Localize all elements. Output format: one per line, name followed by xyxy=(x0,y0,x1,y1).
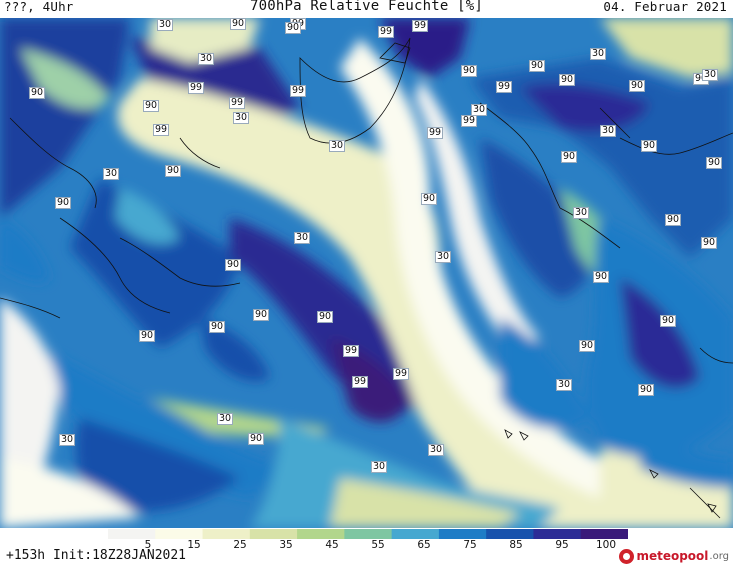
brand-name: meteopool xyxy=(636,549,709,563)
contour-label: 90 xyxy=(561,151,578,163)
colorbar-ticks: 5 15 25 35 45 55 65 75 85 95 100 xyxy=(0,539,733,553)
contour-label: 99 xyxy=(290,85,307,97)
contour-label: 30 xyxy=(556,379,573,391)
brand-suffix: .org xyxy=(709,550,729,562)
colorbar-tick-label: 85 xyxy=(509,539,523,551)
contour-label: 90 xyxy=(706,157,723,169)
contour-label: 90 xyxy=(629,80,646,92)
colorbar-cell xyxy=(391,529,440,539)
contour-label: 30 xyxy=(435,251,452,263)
colorbar-cell xyxy=(297,529,345,539)
colorbar-cell xyxy=(249,529,298,539)
map-title: 700hPa Relative Feuchte [%] xyxy=(250,0,483,14)
contour-label: 30 xyxy=(198,53,215,65)
meteopool-logo-icon xyxy=(619,548,635,564)
colorbar xyxy=(108,529,628,539)
contour-label: 90 xyxy=(641,140,658,152)
contour-label: 30 xyxy=(600,125,617,137)
contour-label: 99 xyxy=(153,124,170,136)
colorbar-tick-label: 25 xyxy=(233,539,247,551)
contour-label: 99 xyxy=(393,368,410,380)
colorbar-tick-label: 5 xyxy=(144,539,152,551)
contour-label: 30 xyxy=(329,140,346,152)
contour-label: 90 xyxy=(248,433,265,445)
contour-label: 99 xyxy=(412,20,429,32)
contour-label: 90 xyxy=(230,18,247,30)
colorbar-tick-label: 15 xyxy=(187,539,201,551)
contour-label: 99 xyxy=(188,82,205,94)
contour-label: 90 xyxy=(461,65,478,77)
contour-label: 90 xyxy=(225,259,242,271)
coastlines-outline xyxy=(0,37,733,519)
contour-label: 99 xyxy=(496,81,513,93)
contour-label: 99 xyxy=(378,26,395,38)
brand[interactable]: meteopool .org xyxy=(619,547,729,565)
contour-label: 30 xyxy=(573,207,590,219)
colorbar-tick-label: 55 xyxy=(371,539,385,551)
contour-label: 90 xyxy=(421,193,438,205)
contour-label: 90 xyxy=(209,321,226,333)
colorbar-tick-label: 45 xyxy=(325,539,339,551)
colorbar-tick-label: 35 xyxy=(279,539,293,551)
contour-label: 90 xyxy=(638,384,655,396)
init-info: +153h Init:18Z28JAN2021 xyxy=(6,548,187,563)
contour-label: 90 xyxy=(579,340,596,352)
valid-date-label: 04. Februar 2021 xyxy=(603,0,727,14)
colorbar-cell xyxy=(533,529,582,539)
contour-label: 30 xyxy=(59,434,76,446)
humidity-field xyxy=(0,18,733,528)
contour-label: 90 xyxy=(665,214,682,226)
contour-label: 30 xyxy=(471,104,488,116)
colorbar-cell xyxy=(344,529,393,539)
contour-label: 90 xyxy=(143,100,160,112)
humidity-map[interactable]: 9999999999999999999999999990909090909090… xyxy=(0,18,733,528)
colorbar-cell xyxy=(202,529,251,539)
colorbar-cell xyxy=(438,529,487,539)
contour-label: 99 xyxy=(343,345,360,357)
contour-label: 90 xyxy=(165,165,182,177)
contour-label: 90 xyxy=(253,309,270,321)
contour-label: 30 xyxy=(233,112,250,124)
colorbar-cell xyxy=(155,529,204,539)
contour-label: 30 xyxy=(103,168,120,180)
colorbar-cell xyxy=(486,529,534,539)
location-time-label: ???, 4Uhr xyxy=(4,0,74,14)
contour-label: 30 xyxy=(294,232,311,244)
contour-label: 30 xyxy=(590,48,607,60)
colorbar-cell xyxy=(580,529,628,539)
colorbar-tick-label: 100 xyxy=(595,539,617,551)
contour-label: 90 xyxy=(29,87,46,99)
contour-label: 90 xyxy=(593,271,610,283)
contour-label: 90 xyxy=(701,237,718,249)
contour-label: 99 xyxy=(461,115,478,127)
contour-label: 30 xyxy=(371,461,388,473)
contour-label: 90 xyxy=(285,22,302,34)
contour-label: 99 xyxy=(352,376,369,388)
contour-label: 30 xyxy=(428,444,445,456)
contour-label: 90 xyxy=(529,60,546,72)
colorbar-tick-label: 75 xyxy=(463,539,477,551)
contour-label: 90 xyxy=(55,197,72,209)
contour-label: 99 xyxy=(427,127,444,139)
contour-label: 90 xyxy=(317,311,334,323)
contour-label: 90 xyxy=(139,330,156,342)
contour-label: 90 xyxy=(559,74,576,86)
contour-label: 30 xyxy=(157,19,174,31)
contour-label: 30 xyxy=(217,413,234,425)
contour-label: 90 xyxy=(660,315,677,327)
contour-label: 99 xyxy=(229,97,246,109)
colorbar-tick-label: 65 xyxy=(417,539,431,551)
colorbar-tick-label: 95 xyxy=(555,539,569,551)
colorbar-cell xyxy=(108,529,156,539)
header-bar: ???, 4Uhr 700hPa Relative Feuchte [%] 04… xyxy=(0,0,733,18)
contour-label: 30 xyxy=(702,69,719,81)
legend-area: 5 15 25 35 45 55 65 75 85 95 100 +153h Init:18Z28J… xyxy=(0,528,733,566)
